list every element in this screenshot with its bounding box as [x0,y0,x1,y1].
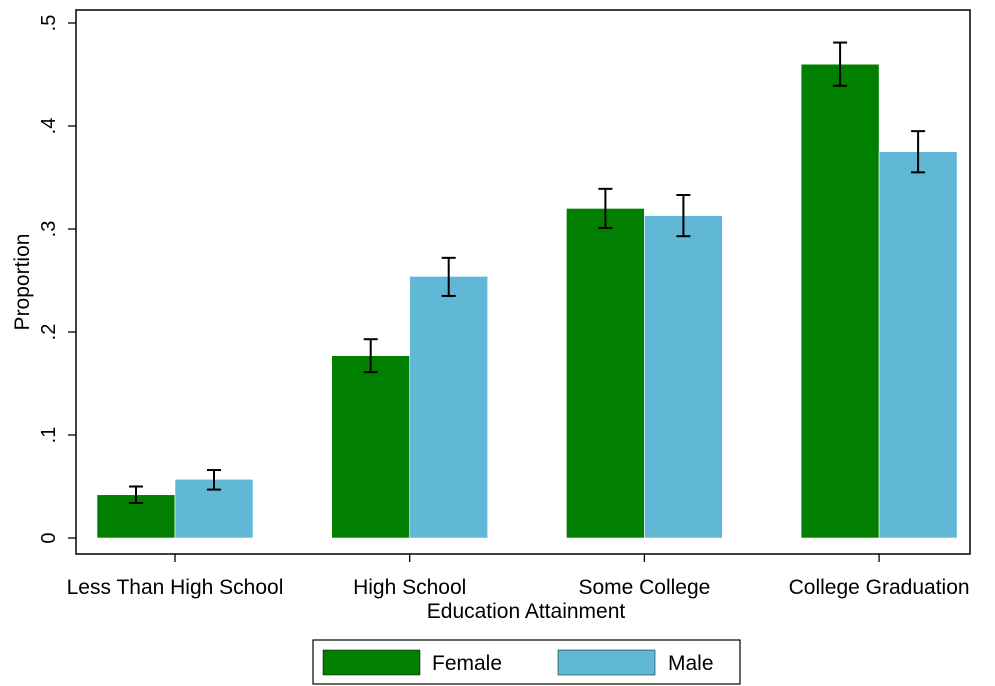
y-tick-label: .2 [38,324,60,341]
error-bar-female-2 [598,187,613,229]
error-bar-male-2 [676,194,691,238]
bar-female-3 [800,63,880,539]
x-axis-title: Education Attainment [427,600,626,623]
plot-area [96,41,958,539]
x-category-label: Less Than High School [67,576,284,599]
y-tick-label: .4 [38,118,60,135]
x-category-label: Some College [578,576,710,599]
error-bar-male-0 [207,469,221,491]
legend-label-male: Male [668,652,714,675]
y-tick-label: .1 [38,427,60,444]
x-axis: Less Than High School High School Some Col… [67,554,970,599]
y-tick-label: .5 [38,15,60,32]
y-axis-title: Proportion [11,234,34,331]
bar-male-3 [878,151,958,539]
bar-female-1 [331,355,411,539]
y-tick-label: 0 [38,532,60,543]
legend: Female Male [312,639,741,685]
y-tick-label: .3 [38,221,60,238]
error-bar-female-1 [363,338,378,374]
legend-swatch-male [557,649,656,676]
error-bar-female-3 [833,41,848,87]
x-category-label: High School [353,576,466,599]
error-bar-female-0 [129,485,143,504]
error-bar-male-3 [911,130,926,174]
y-axis: 0 .1 .2 .3 .4 .5 [38,15,76,544]
legend-label-female: Female [432,652,502,675]
plot-frame [75,9,971,555]
bar-male-1 [409,276,489,539]
error-bar-male-1 [441,256,456,297]
bar-female-2 [566,208,645,539]
x-category-label: College Graduation [789,576,970,599]
legend-swatch-female [322,649,421,676]
bar-male-2 [644,215,723,539]
